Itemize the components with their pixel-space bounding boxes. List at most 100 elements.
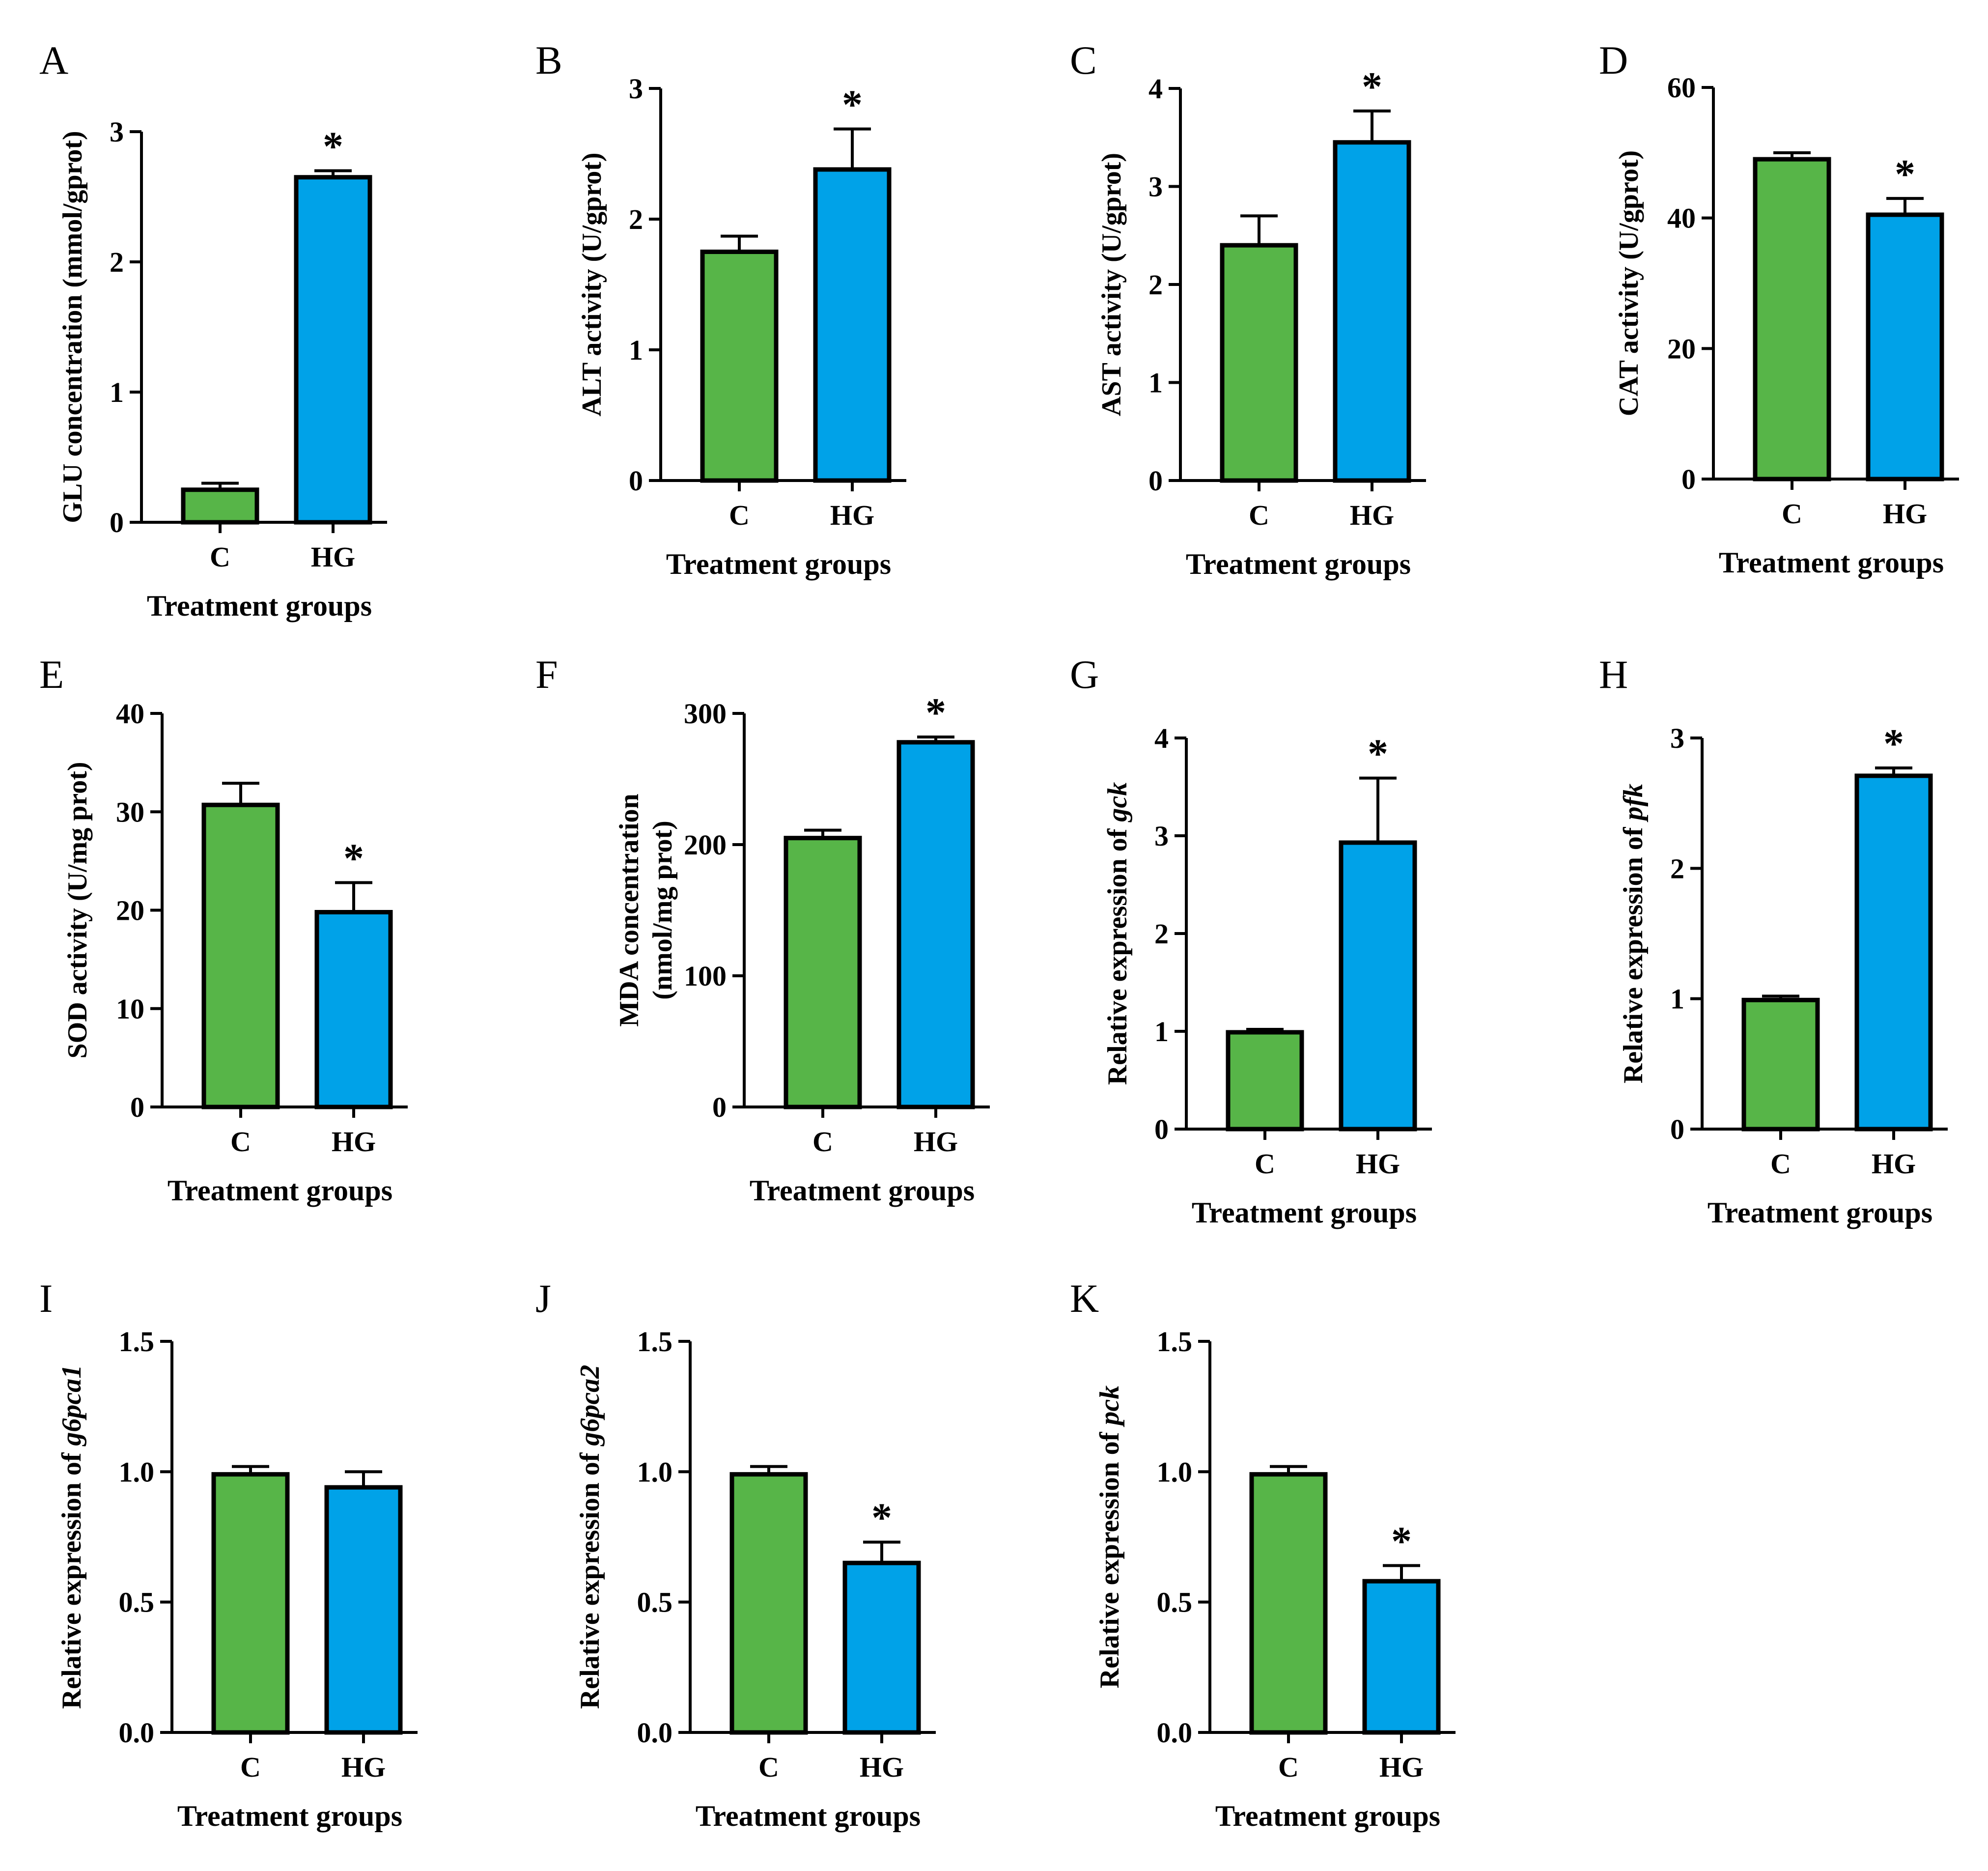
- significance-marker: *: [1391, 1518, 1412, 1564]
- y-tick-label: 20: [1667, 333, 1696, 365]
- bar-c: [784, 836, 862, 1109]
- y-tick-label: 1: [1154, 1016, 1169, 1048]
- x-tick-label: C: [812, 1126, 833, 1158]
- bar-hg: [813, 167, 892, 483]
- x-axis-label: Treatment groups: [1215, 1800, 1440, 1832]
- y-tick-label: 3: [629, 73, 643, 105]
- chart-panel-a: A C * HG 0 1 2 3 Treatment groups GLU concentrati…: [39, 38, 387, 622]
- y-tick-label: 0.0: [1157, 1717, 1193, 1749]
- panel-letter: E: [39, 652, 64, 697]
- chart-panel-j: J C * HG 0.0 0.5 1.0 1.5 Treatment groups Relativ…: [535, 1276, 936, 1832]
- panel-letter: I: [39, 1276, 53, 1321]
- x-tick-label: HG: [1356, 1148, 1400, 1180]
- x-tick-label: HG: [860, 1751, 904, 1783]
- x-tick-label: C: [758, 1751, 779, 1783]
- x-tick-label: HG: [1872, 1148, 1916, 1180]
- x-tick-label: C: [230, 1126, 251, 1158]
- significance-marker: *: [1895, 151, 1915, 197]
- x-tick-label: C: [1782, 498, 1802, 530]
- y-tick-label: 1: [1148, 367, 1163, 399]
- y-tick-label: 0: [1154, 1113, 1169, 1145]
- y-axis-label: ALT activity (U/gprot): [577, 152, 607, 416]
- x-axis-label: Treatment groups: [666, 548, 891, 580]
- x-axis-label: Treatment groups: [1186, 548, 1411, 580]
- y-tick-label: 0: [1148, 465, 1163, 497]
- y-tick-label: 3: [1154, 820, 1169, 852]
- y-tick-label: 1.0: [1157, 1456, 1193, 1488]
- chart-panel-i: I C HG 0.0 0.5 1.0 1.5 Treatment groups Relative…: [39, 1276, 418, 1832]
- y-tick-label: 0: [629, 465, 643, 497]
- x-axis-label: Treatment groups: [750, 1174, 975, 1207]
- y-tick-label: 40: [116, 698, 144, 730]
- bar-hg: [896, 740, 975, 1109]
- y-tick-label: 1.5: [119, 1326, 155, 1358]
- chart-panel-g: G C * HG 0 1 2 3 4 Treatment groups Relative expre…: [1070, 652, 1432, 1229]
- bar-hg: [314, 910, 393, 1109]
- chart-panel-c: C C * HG 0 1 2 3 4 Treatment groups AST activity (…: [1070, 38, 1426, 580]
- x-tick-label: C: [1249, 499, 1269, 531]
- y-axis-label: MDA concentration: [614, 794, 644, 1026]
- bar-c: [1220, 243, 1298, 483]
- chart-panel-f: F C * HG 0 100 200 300 Treatment groups MDA conce…: [535, 652, 990, 1207]
- significance-marker: *: [1368, 731, 1388, 777]
- y-tick-label: 1.0: [119, 1456, 155, 1488]
- significance-marker: *: [1883, 721, 1904, 766]
- bar-hg: [1333, 140, 1411, 483]
- x-axis-label: Treatment groups: [147, 590, 372, 622]
- significance-marker: *: [1362, 64, 1382, 110]
- y-tick-label: 0.0: [637, 1717, 673, 1749]
- y-tick-label: 0: [1670, 1113, 1684, 1145]
- x-tick-label: HG: [1883, 498, 1927, 530]
- bar-c: [729, 1472, 808, 1735]
- chart-panel-k: K C * HG 0.0 0.5 1.0 1.5 Treatment groups Relativ…: [1070, 1276, 1456, 1832]
- x-tick-label: HG: [1379, 1751, 1424, 1783]
- x-axis-label: Treatment groups: [696, 1800, 921, 1832]
- y-axis-label: AST activity (U/gprot): [1096, 153, 1127, 416]
- x-axis-label: Treatment groups: [1708, 1196, 1932, 1229]
- y-tick-label: 1: [110, 376, 124, 408]
- chart-panel-h: H C * HG 0 1 2 3 Treatment groups Relative expres…: [1599, 652, 1948, 1229]
- panel-letter: J: [535, 1276, 551, 1321]
- panel-letter: K: [1070, 1276, 1099, 1321]
- y-tick-label: 2: [1154, 918, 1169, 950]
- x-tick-label: C: [1255, 1148, 1275, 1180]
- x-tick-label: HG: [1350, 499, 1394, 531]
- chart-panel-d: D C * HG 0 20 40 60 Treatment groups CAT activity…: [1599, 38, 1959, 579]
- y-tick-label: 10: [116, 993, 144, 1025]
- significance-marker: *: [925, 690, 946, 736]
- x-tick-label: HG: [341, 1751, 386, 1783]
- bar-hg: [324, 1485, 403, 1735]
- x-tick-label: HG: [914, 1126, 958, 1158]
- x-tick-label: HG: [311, 541, 355, 573]
- y-tick-label: 1.5: [1157, 1326, 1193, 1358]
- y-tick-label: 0: [712, 1091, 727, 1123]
- chart-panel-b: B C * HG 0 1 2 3 Treatment groups ALT activity (U…: [535, 38, 906, 580]
- x-axis-label: Treatment groups: [177, 1800, 402, 1832]
- y-tick-label: 0: [130, 1091, 144, 1123]
- y-tick-label: 1: [629, 334, 643, 366]
- y-tick-label: 300: [684, 698, 727, 730]
- y-axis-label: GLU concentration (mmol/gprot): [57, 131, 88, 523]
- y-tick-label: 3: [110, 116, 124, 148]
- x-tick-label: C: [729, 499, 750, 531]
- panel-letter: H: [1599, 652, 1628, 697]
- y-tick-label: 40: [1667, 202, 1696, 234]
- y-axis-label: Relative expression of gck: [1102, 782, 1133, 1085]
- bar-c: [1753, 157, 1831, 482]
- x-tick-label: C: [210, 541, 230, 573]
- y-tick-label: 200: [684, 829, 727, 861]
- y-tick-label: 0: [110, 507, 124, 539]
- bar-c: [1741, 997, 1820, 1132]
- x-axis-label: Treatment groups: [168, 1174, 392, 1207]
- significance-marker: *: [871, 1495, 892, 1541]
- x-tick-label: HG: [830, 499, 874, 531]
- y-tick-label: 2: [1670, 852, 1684, 884]
- panel-letter: C: [1070, 38, 1097, 83]
- y-axis-label: Relative expression of g6pca1: [56, 1365, 87, 1709]
- x-axis-label: Treatment groups: [1719, 546, 1944, 579]
- y-axis-label: Relative expression of g6pca2: [575, 1365, 605, 1709]
- panel-letter: G: [1070, 652, 1099, 697]
- y-tick-label: 20: [116, 895, 144, 927]
- y-axis-label: SOD activity (U/mg prot): [62, 762, 93, 1059]
